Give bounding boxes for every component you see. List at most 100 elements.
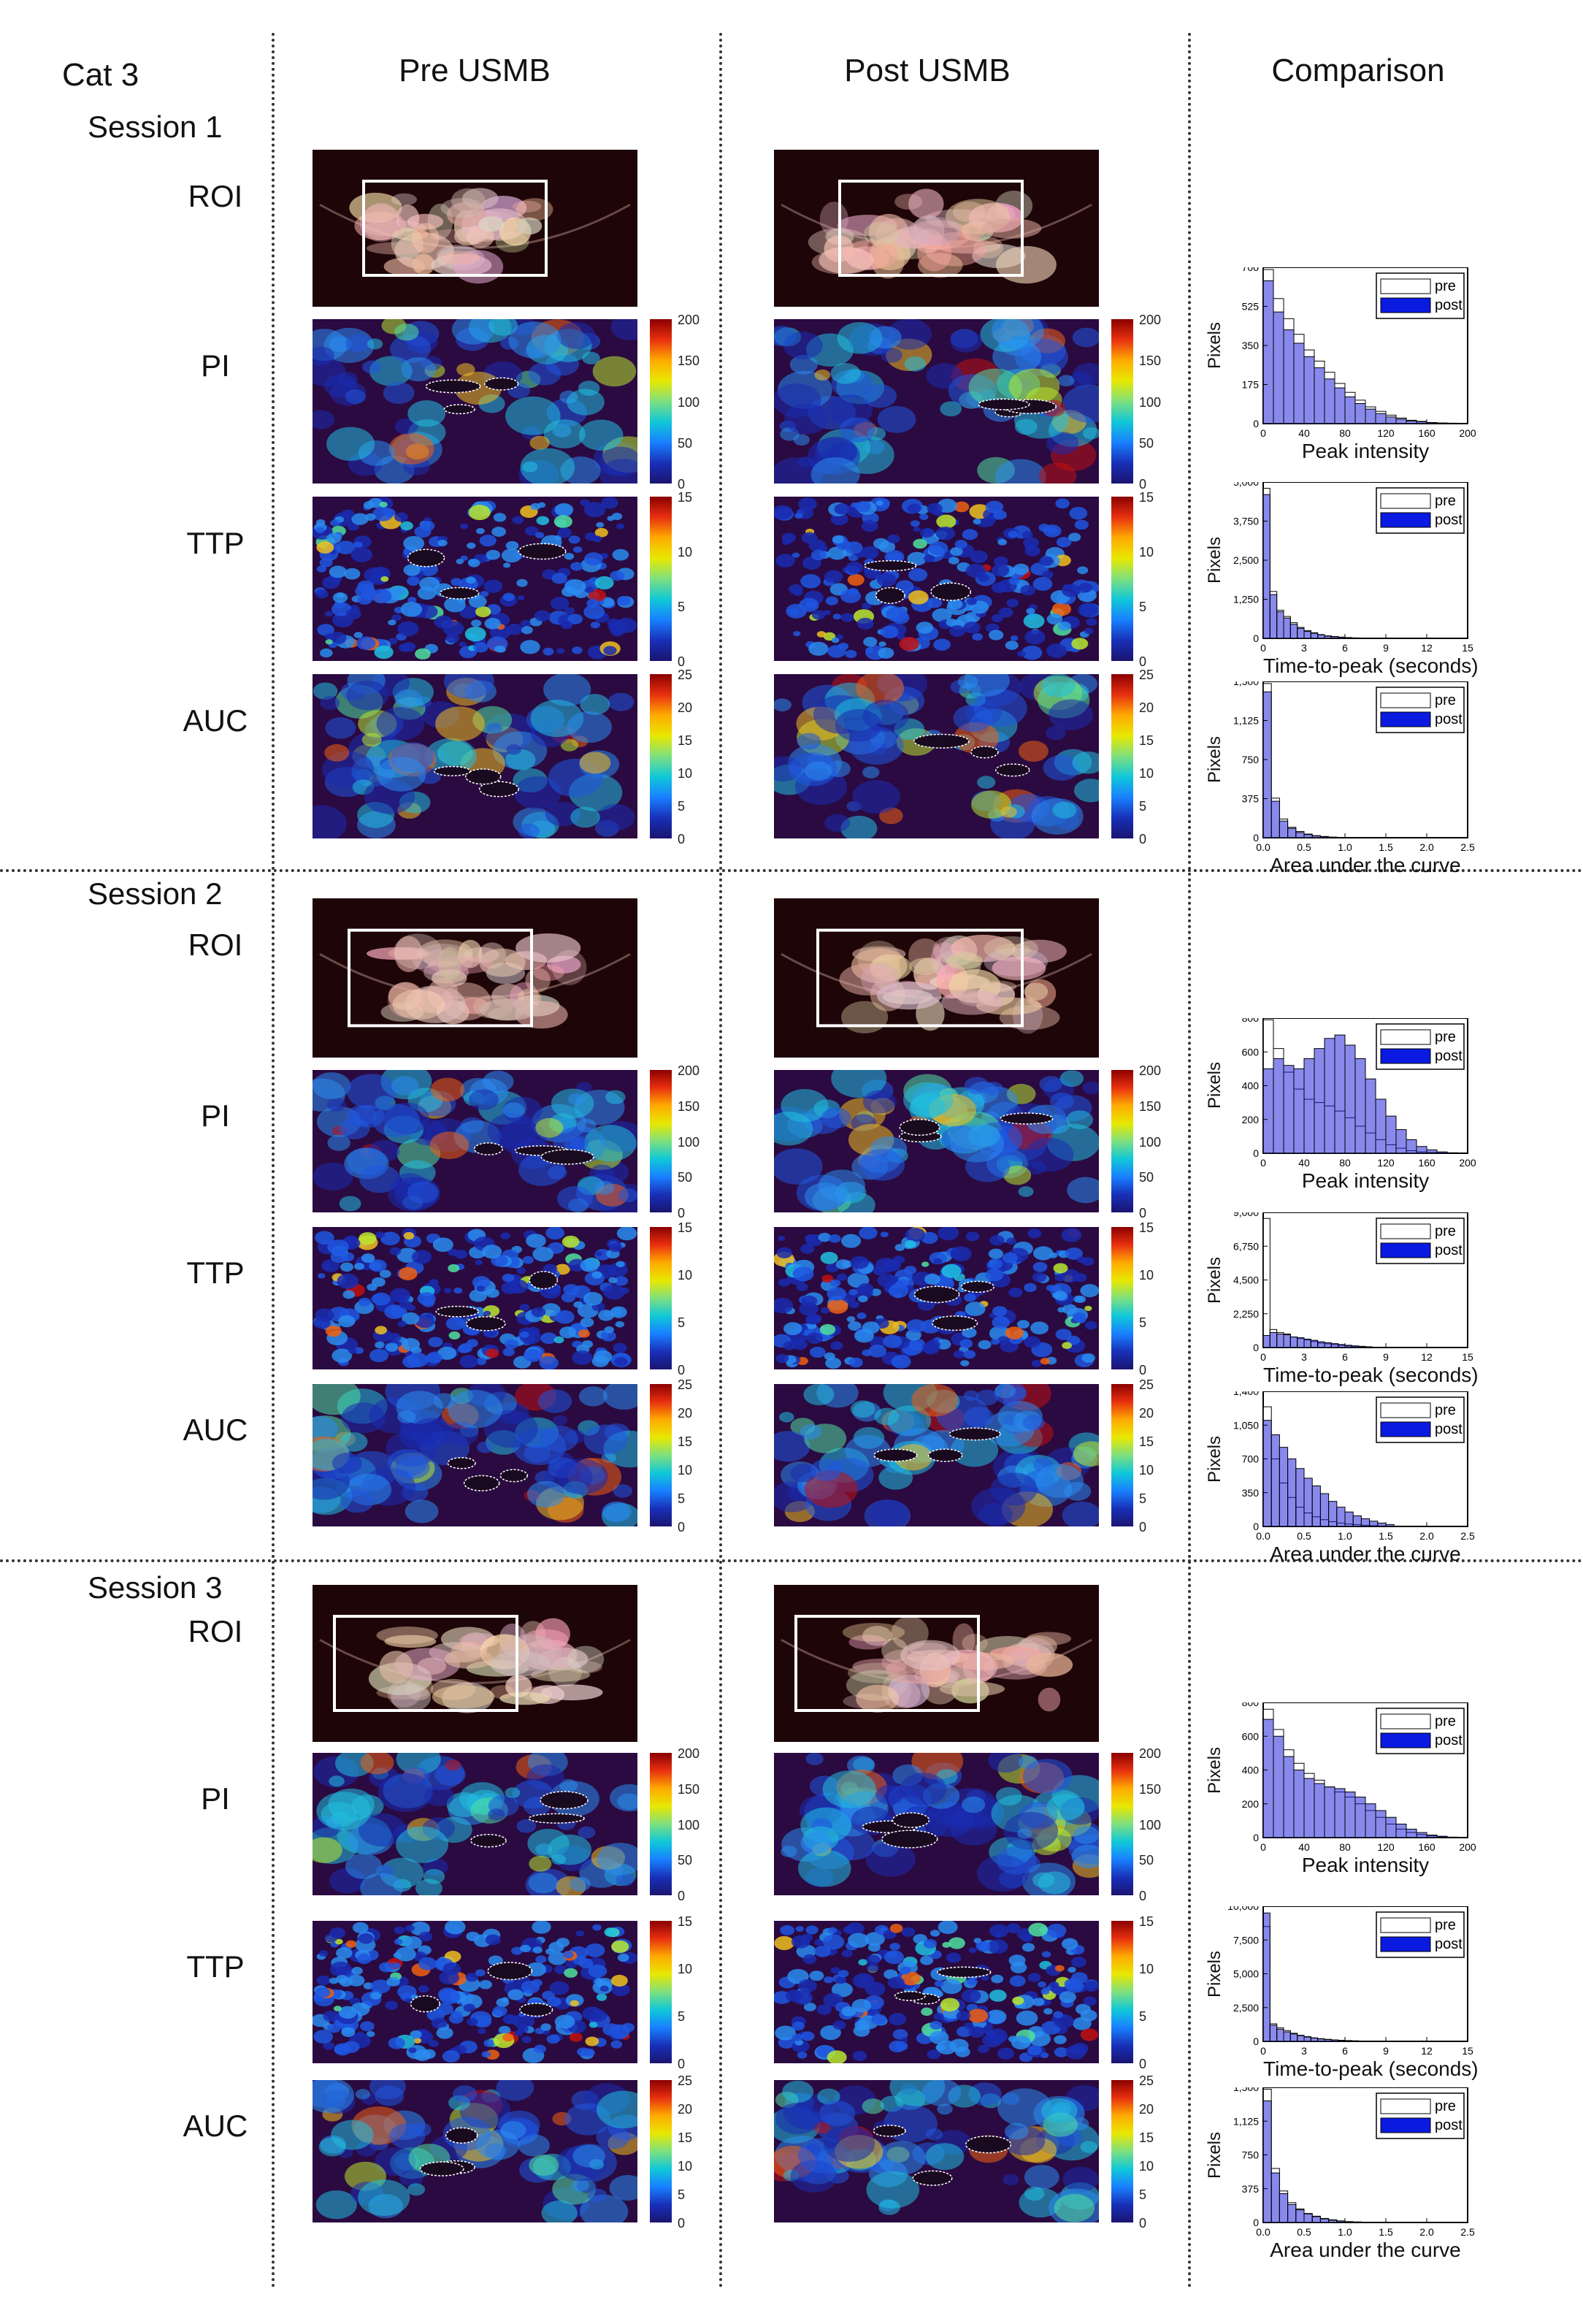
colorbar-gradient <box>650 674 672 838</box>
legend-pre: pre <box>1435 1402 1456 1418</box>
bar-post <box>1303 1778 1315 1838</box>
bar-post <box>1283 2031 1291 2042</box>
bar-post <box>1369 1521 1379 1527</box>
colorbar-tick: 5 <box>1139 600 1147 614</box>
colorbar-tick: 20 <box>678 2102 693 2117</box>
colorbar-tick: 20 <box>678 1406 693 1421</box>
colorbar-tick: 15 <box>678 1914 693 1929</box>
x-tick-label: 12 <box>1421 2045 1433 2057</box>
session-divider-1 <box>0 869 1583 872</box>
bar-post <box>1303 2213 1313 2223</box>
bar-post <box>1319 2218 1330 2223</box>
x-tick-label: 40 <box>1298 1157 1310 1169</box>
bar-post <box>1276 2028 1284 2042</box>
bar-post <box>1276 1334 1284 1348</box>
colorbar-tick: 5 <box>678 1315 686 1330</box>
histogram-pi-s3: 0 200 400 600 800 0 40 80 120 160 200 pre post Pixels… <box>1197 1697 1497 1881</box>
x-tick-label: 6 <box>1342 1351 1348 1363</box>
legend-post: post <box>1435 1936 1463 1952</box>
column-divider-2 <box>719 33 722 2290</box>
colorbar-tick: 5 <box>678 2187 686 2202</box>
x-tick-label: 0 <box>1260 427 1266 439</box>
pi-map-post-s1 <box>774 319 1099 483</box>
y-tick-label: 350 <box>1242 1487 1260 1499</box>
colorbar-tick: 15 <box>1139 2130 1154 2145</box>
colorbar-tick: 25 <box>678 2073 693 2088</box>
colorbar-ttp-pre-s3: 15 10 5 0 <box>650 1915 692 2071</box>
colorbar-tick: 5 <box>678 799 686 814</box>
ttp-map-pre-s1 <box>313 497 637 661</box>
y-tick-label: 1,500 <box>1233 2087 1259 2093</box>
y-tick-label: 175 <box>1242 379 1260 391</box>
x-tick-label: 15 <box>1462 1351 1473 1363</box>
colorbar-tick: 150 <box>678 1781 700 1797</box>
y-tick-label: 0 <box>1253 2036 1259 2047</box>
session-title-1: Session 1 <box>88 110 223 144</box>
y-tick-label: 1,500 <box>1233 681 1259 687</box>
histogram-auc-s1: 0 375 750 1,125 1,500 0.0 0.5 1.0 1.5 2.0 2.5 pre po… <box>1197 676 1497 882</box>
colorbar-tick: 10 <box>678 1268 693 1283</box>
histogram-ttp-s3: 0 2,500 5,000 7,500 10,000 0 3 6 9 12 15 pre post Pix… <box>1197 1900 1497 2085</box>
colorbar-tick: 5 <box>1139 2187 1147 2202</box>
bar-post <box>1385 1524 1395 1527</box>
y-tick-label: 3,750 <box>1233 516 1259 527</box>
y-tick-label: 0 <box>1253 832 1259 844</box>
bar-post <box>1324 635 1332 639</box>
colorbar-tick: 15 <box>1139 1220 1154 1235</box>
histogram-ttp-s2: 0 2,250 4,500 6,750 9,000 0 3 6 9 12 15 pre post Pixe… <box>1197 1207 1497 1391</box>
x-tick-label: 3 <box>1301 2045 1307 2057</box>
colorbar-pi-pre-s3: 200 150 100 50 0 <box>650 1747 699 1903</box>
bar-post <box>1310 1339 1319 1348</box>
x-tick-label: 9 <box>1383 642 1389 654</box>
colorbar-tick: 0 <box>1139 832 1147 846</box>
x-tick-label: 12 <box>1421 1351 1433 1363</box>
colorbar-auc-post-s2: 25 20 15 10 5 0 <box>1111 1378 1154 1534</box>
bar-post <box>1385 1817 1397 1838</box>
y-tick-label: 750 <box>1242 754 1260 765</box>
auc-map-pre-s3 <box>313 2080 637 2222</box>
colorbar-tick: 50 <box>678 435 693 451</box>
x-tick-label: 1.0 <box>1338 1530 1352 1542</box>
colorbar-tick: 10 <box>678 766 693 781</box>
bar-post <box>1269 1331 1278 1348</box>
bar-post <box>1365 1803 1376 1838</box>
x-tick-label: 12 <box>1421 642 1433 654</box>
bar-post <box>1289 1337 1298 1348</box>
bar-post <box>1303 1058 1315 1153</box>
legend-post: post <box>1435 711 1463 727</box>
column-title-pre: Pre USMB <box>399 53 551 88</box>
colorbar-tick: 15 <box>1139 1914 1154 1929</box>
colorbar-gradient <box>650 497 672 661</box>
bar-post <box>1375 1098 1387 1153</box>
bar-post <box>1330 2039 1339 2042</box>
bar-post <box>1324 1342 1332 1348</box>
x-tick-label: 0 <box>1260 1351 1266 1363</box>
x-tick-label: 1.5 <box>1379 2226 1393 2238</box>
y-tick-label: 525 <box>1242 301 1260 313</box>
colorbar-tick: 5 <box>1139 1491 1147 1506</box>
row-label-roi: ROI <box>188 179 243 213</box>
row-label-ttp: TTP <box>186 1255 245 1290</box>
bar-post <box>1385 1115 1397 1153</box>
bar-post <box>1334 387 1346 424</box>
pi-map-post-s2 <box>774 1070 1099 1212</box>
x-axis-label: Time-to-peak (seconds) <box>1263 654 1479 677</box>
y-tick-label: 7,500 <box>1233 1934 1259 1946</box>
bar-post <box>1303 1478 1313 1527</box>
bar-post <box>1330 1343 1339 1348</box>
bar-post <box>1354 1797 1366 1838</box>
bar-post <box>1295 1468 1305 1527</box>
x-tick-label: 200 <box>1459 427 1476 439</box>
roi-image-pre-s2 <box>313 898 637 1058</box>
x-tick-label: 2.0 <box>1419 841 1434 853</box>
y-tick-label: 350 <box>1242 340 1260 351</box>
bar-post <box>1324 378 1335 424</box>
colorbar-tick: 5 <box>678 2009 686 2024</box>
row-label-pi: PI <box>201 1781 230 1816</box>
x-axis-label: Peak intensity <box>1301 440 1430 463</box>
colorbar-pi-pre-s1: 200 150 100 50 0 <box>650 313 699 491</box>
x-tick-label: 80 <box>1339 1157 1351 1169</box>
x-tick-label: 2.5 <box>1460 1530 1475 1542</box>
y-tick-label: 600 <box>1242 1731 1260 1743</box>
bar-post <box>1344 397 1356 424</box>
